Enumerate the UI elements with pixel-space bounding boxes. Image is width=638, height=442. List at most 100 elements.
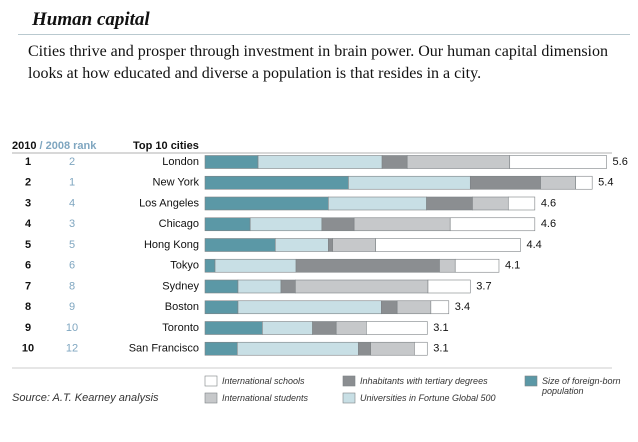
rank-2010: 6 [25, 260, 31, 272]
rank-header-2010: 2010 [12, 140, 36, 152]
category-label: Hong Kong [144, 239, 199, 251]
bar-segment [353, 217, 451, 232]
rank-2008: 8 [69, 280, 75, 292]
rank-2010: 8 [25, 301, 31, 313]
total-label: 3.4 [455, 301, 470, 313]
bar-segment [449, 217, 536, 232]
bar-segment [540, 175, 576, 190]
bar-segment [335, 321, 367, 335]
slide-text: Cities thrive and prosper through invest… [28, 43, 608, 82]
bar-segment [274, 238, 329, 252]
bar-segment [375, 238, 521, 252]
source: Source: A.T. Kearney analysis [12, 392, 159, 404]
bar-segment [214, 258, 297, 273]
rank-2008: 3 [69, 218, 75, 230]
bar-segment [204, 321, 263, 335]
bar-segment [332, 238, 376, 252]
bar-segment [204, 341, 238, 356]
category-label: Toronto [162, 322, 199, 334]
category-label: Los Angeles [139, 197, 199, 209]
legend-label: Inhabitants with tertiary degrees [360, 376, 488, 386]
bar-segment [358, 341, 371, 356]
bar-segment [257, 155, 383, 169]
bar-segment [204, 196, 329, 211]
rank-2010: 3 [25, 197, 31, 209]
total-label: 5.6 [613, 156, 628, 168]
rank-2010: 5 [25, 239, 31, 251]
bar-segment [381, 155, 408, 169]
total-label: 4.4 [526, 239, 541, 251]
rank-2010: 4 [25, 218, 32, 230]
bar-segment [509, 155, 607, 169]
bar-segment [575, 175, 593, 190]
legend-swatch [524, 375, 538, 387]
total-label: 4.1 [505, 260, 520, 272]
title-rule [18, 34, 630, 35]
bar-segment [321, 217, 355, 232]
bar-segment [439, 258, 456, 273]
rank-2008: 1 [69, 177, 75, 189]
legend-swatch [204, 375, 218, 387]
bar-segment [204, 175, 349, 190]
total-label: 4.6 [541, 218, 556, 230]
total-label: 4.6 [541, 197, 556, 209]
bar-segment [414, 341, 428, 356]
rank-2010: 9 [25, 322, 31, 334]
rank-2008: 5 [69, 239, 75, 251]
legend-swatch [342, 375, 356, 387]
bar-segment [426, 196, 473, 211]
rank-2010: 7 [25, 280, 31, 292]
bar-segment [454, 258, 500, 273]
rank-2010: 2 [25, 177, 31, 189]
category-label: San Francisco [129, 343, 199, 355]
legend-swatch [204, 392, 218, 404]
rank-header: 2010/ 2008 rank [12, 140, 97, 152]
bar-segment [348, 175, 471, 190]
bar-segment [406, 155, 511, 169]
legend-label: Universities in Fortune Global 500 [360, 393, 496, 403]
bar-segment [366, 321, 428, 335]
bar-segment [204, 300, 239, 315]
rank-2008: 10 [66, 322, 78, 334]
bar-segment [328, 238, 333, 252]
categories-header: Top 10 cities [133, 140, 199, 152]
rank-2008: 12 [66, 343, 78, 355]
legend-label: International students [222, 393, 309, 403]
bar-segment [469, 175, 541, 190]
bar-segment [328, 196, 427, 211]
bar-segment [430, 300, 450, 315]
rank-2008: 4 [69, 197, 75, 209]
bar-segment [249, 217, 323, 232]
rank-2008: 2 [69, 156, 75, 168]
rank-2008: 6 [69, 260, 75, 272]
bar-segment [312, 321, 337, 335]
bar-segment [280, 279, 296, 294]
total-label: 3.7 [476, 280, 491, 292]
rank-2010: 10 [22, 343, 34, 355]
bar-segment [427, 279, 471, 294]
bar-segment [295, 258, 440, 273]
rank-2008: 9 [69, 301, 75, 313]
rank-header-2008: / 2008 rank [39, 140, 97, 152]
category-label: Tokyo [170, 260, 199, 272]
slide-title: Human capital [32, 9, 150, 30]
bar-segment [295, 279, 429, 294]
bar-segment [370, 341, 415, 356]
rank-2010: 1 [25, 156, 31, 168]
bar-segment [204, 217, 251, 232]
category-label: New York [153, 177, 200, 189]
bar-segment [236, 341, 359, 356]
bar-segment [204, 279, 239, 294]
bar-segment [396, 300, 432, 315]
total-label: 5.4 [598, 177, 613, 189]
category-label: Sydney [162, 280, 199, 292]
bar-segment [204, 258, 216, 273]
legend-label: Size of foreign-born population [542, 376, 621, 396]
bar-segment [507, 196, 536, 211]
category-label: London [162, 156, 199, 168]
bar-segment [472, 196, 509, 211]
category-label: Chicago [159, 218, 199, 230]
bar-segment [381, 300, 398, 315]
